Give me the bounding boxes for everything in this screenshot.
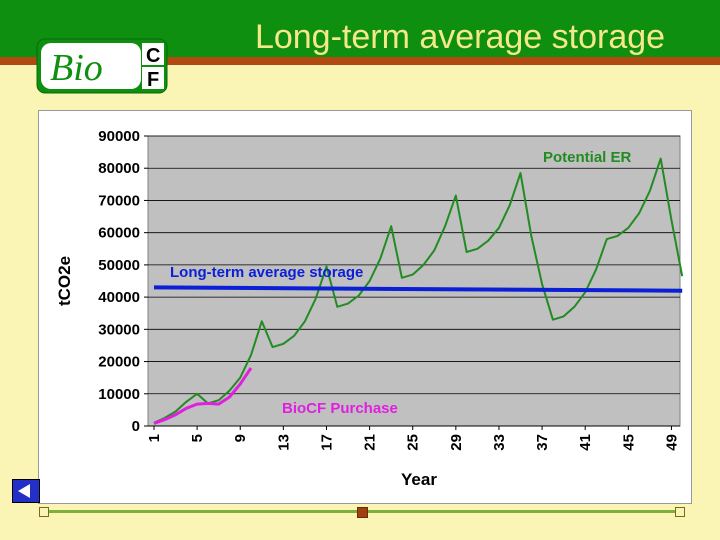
- x-tick-label: 49: [663, 434, 680, 451]
- x-axis-title: Year: [401, 470, 437, 489]
- x-tick-label: 29: [448, 434, 465, 451]
- footer-corner-middle: [357, 507, 368, 518]
- series-line-0: [153, 157, 684, 424]
- y-tick-label: 40000: [98, 289, 140, 306]
- arrow-left-icon: [18, 484, 30, 498]
- y-tick-label: 70000: [98, 192, 140, 209]
- x-tick-label: 45: [620, 434, 637, 451]
- y-tick-label: 90000: [98, 128, 140, 145]
- slide-title: Long-term average storage: [254, 18, 666, 56]
- y-tick-label: 0: [132, 418, 140, 435]
- line-chart: 0 10000 20000 30000 40000 50000 60000 70000 8000…: [55, 128, 684, 489]
- footer-corner-left: [39, 507, 49, 517]
- series-line-1: [153, 285, 683, 293]
- header-stripe: [0, 57, 720, 65]
- logo-text-bio: Bio: [50, 47, 103, 89]
- footer-corner-right: [675, 507, 685, 517]
- series-label-1: Long-term average storage: [170, 264, 363, 281]
- x-tick-label: 41: [577, 434, 594, 451]
- x-tick-label: 17: [318, 434, 335, 451]
- x-tick-label: 5: [189, 434, 206, 442]
- plot-area: [147, 135, 681, 427]
- x-tick-label: 9: [232, 434, 249, 442]
- y-tick-label: 80000: [98, 160, 140, 177]
- series-label-2: BioCF Purchase: [282, 400, 398, 417]
- x-tick-label: 25: [405, 434, 422, 451]
- x-tick-label: 21: [362, 434, 379, 451]
- back-button[interactable]: [12, 479, 40, 503]
- x-tick-label: 1: [146, 434, 163, 442]
- biocf-logo: Bio C F: [36, 38, 168, 94]
- y-tick-label: 60000: [98, 225, 140, 242]
- x-tick-label: 33: [491, 434, 508, 451]
- x-tick-label: 37: [534, 434, 551, 451]
- y-tick-label: 10000: [98, 386, 140, 403]
- y-tick-label: 20000: [98, 354, 140, 371]
- y-tick-label: 30000: [98, 321, 140, 338]
- logo-text-f: F: [147, 69, 159, 91]
- logo-text-c: C: [146, 45, 160, 67]
- x-tick-label: 13: [275, 434, 292, 451]
- series-line-2: [153, 367, 253, 425]
- y-axis-title: tCO2e: [55, 256, 74, 306]
- y-tick-label: 50000: [98, 257, 140, 274]
- series-label-0: Potential ER: [543, 149, 632, 166]
